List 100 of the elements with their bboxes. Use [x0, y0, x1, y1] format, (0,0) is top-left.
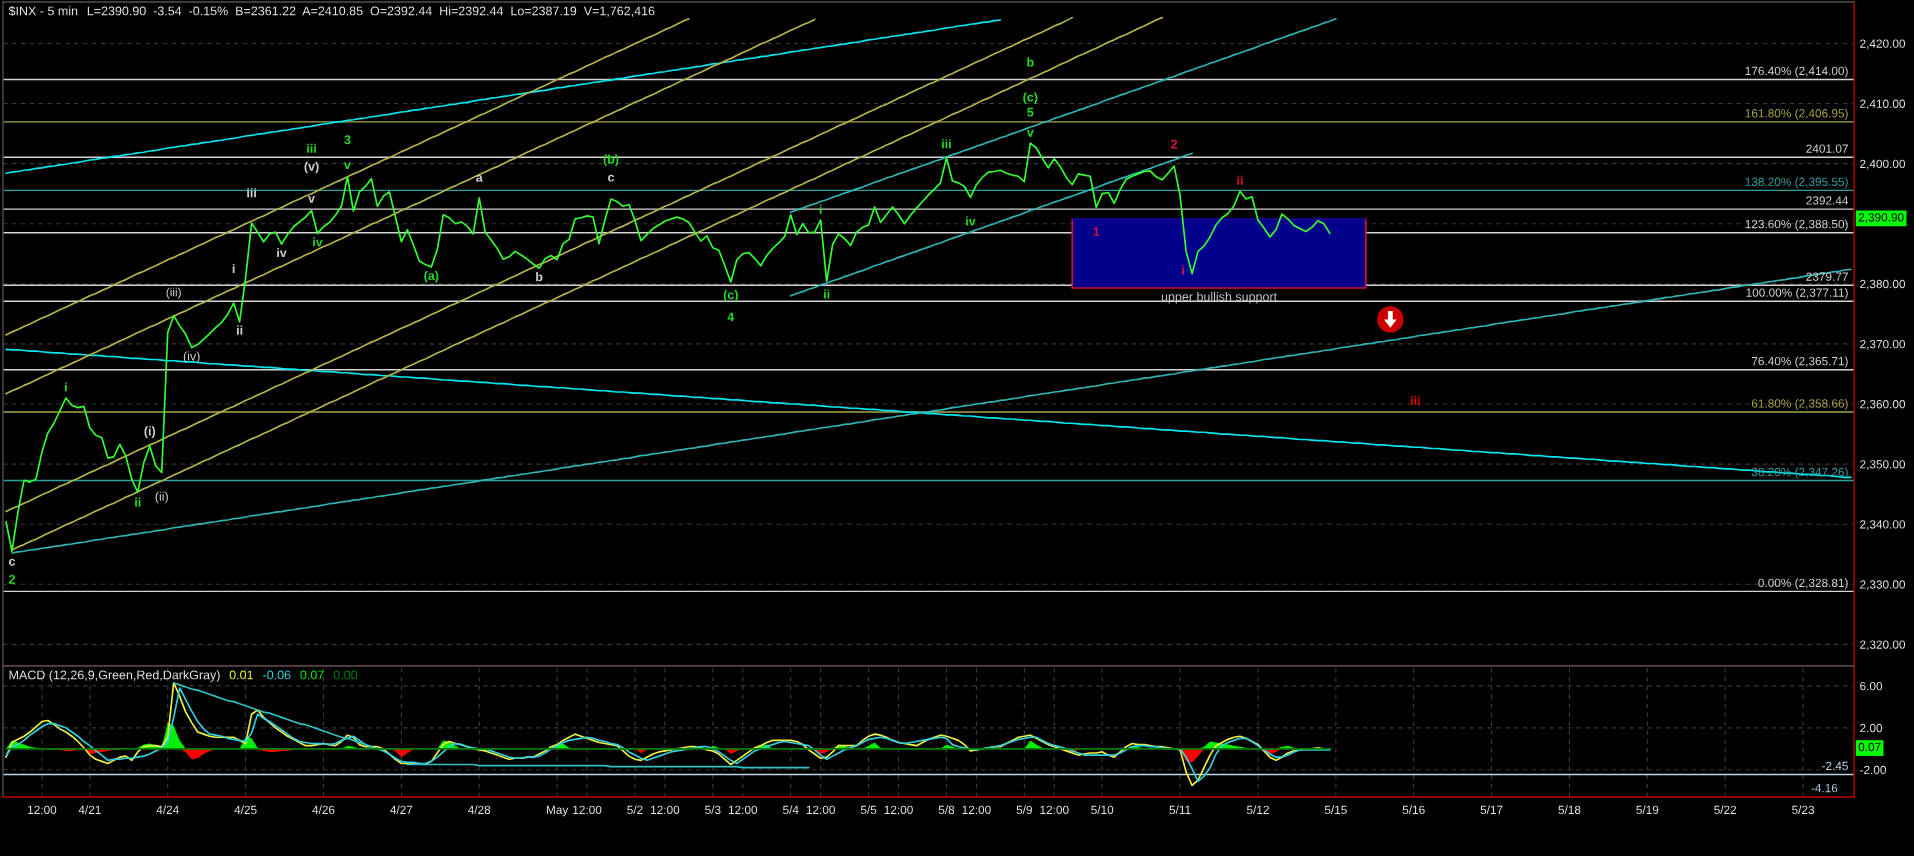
- annotation: -4.16: [1811, 783, 1838, 793]
- text: 0.01: [229, 670, 253, 680]
- annotation: v: [1026, 130, 1034, 137]
- ref-line-label: 161.80% (2,406.95): [1745, 108, 1848, 120]
- annotation: 0.07: [1858, 742, 1881, 752]
- x-tick-label: 5/18: [1558, 805, 1581, 814]
- x-tick-label: May: [546, 805, 569, 817]
- annotation: c: [9, 558, 16, 566]
- annotation: a: [476, 174, 483, 182]
- annotation: v: [308, 196, 315, 203]
- x-tick-label: 12:00: [651, 805, 680, 814]
- chart-subtitle: L=2390.90 -3.54 -0.15% B=2361.22 A=2410.85 O=2392.44 Hi=2392.44 Lo=2387.19 V=1,762,416: [87, 6, 655, 17]
- ref-line-label: 2401.07: [1806, 144, 1848, 153]
- ref-line-label: 0.00% (2,328.81): [1758, 578, 1848, 590]
- y-tick-label: 2,420.00: [1860, 39, 1906, 50]
- text: 0.07: [300, 670, 324, 680]
- annotation: (a): [424, 270, 439, 283]
- ref-line-label: 123.60% (2,388.50): [1745, 219, 1848, 231]
- x-tick-label: 5/19: [1636, 805, 1659, 814]
- annotation: iii: [307, 143, 316, 153]
- x-tick-label: 12:00: [1040, 805, 1069, 814]
- annotation: ii: [824, 289, 830, 299]
- x-tick-label: 5/9: [1016, 805, 1032, 814]
- ref-line-label: 138.20% (2,395.55): [1745, 177, 1848, 189]
- x-tick-label: 5/12: [1246, 805, 1269, 814]
- annotation: 5: [1027, 107, 1034, 117]
- ref-line-label: 2379.77: [1806, 272, 1848, 281]
- annotation: 1: [1093, 227, 1100, 236]
- annotation: c: [608, 174, 615, 182]
- y-tick-label: 2,330.00: [1860, 580, 1906, 591]
- x-tick-label: 12:00: [806, 805, 835, 814]
- annotation: ii: [135, 497, 141, 507]
- annotation: i: [65, 382, 67, 392]
- annotation: b: [536, 272, 543, 282]
- x-tick-label: 5/15: [1324, 805, 1347, 814]
- annotation: (iv): [183, 351, 200, 364]
- x-tick-label: 5/17: [1480, 805, 1503, 814]
- x-tick-label: 5/8: [938, 805, 955, 814]
- chart-title: $INX - 5 min: [8, 5, 78, 17]
- text: 2,390.90: [1858, 213, 1904, 223]
- annotation: 2: [8, 574, 15, 584]
- x-tick-label: 12:00: [573, 805, 602, 814]
- x-tick-label: 5/23: [1792, 805, 1815, 814]
- y-tick-label: 2,380.00: [1860, 279, 1906, 290]
- x-tick-label: 5/10: [1091, 805, 1114, 814]
- text: 0.00: [333, 670, 358, 680]
- ref-line-label: 76.40% (2,365.71): [1751, 356, 1848, 368]
- annotation: (i): [144, 426, 156, 439]
- x-tick-label: 4/27: [390, 805, 413, 814]
- annotation: 2: [1171, 139, 1178, 149]
- x-tick-label: 5/11: [1169, 805, 1191, 814]
- x-tick-label: 12:00: [962, 805, 991, 814]
- annotation: iv: [313, 237, 323, 247]
- x-tick-label: 4/21: [78, 805, 101, 814]
- y-tick-label: 2,400.00: [1860, 159, 1906, 170]
- annotation: ii: [1237, 175, 1243, 185]
- text: -0.06: [263, 670, 291, 680]
- x-tick-label: 12:00: [28, 805, 57, 814]
- y-tick-label: 6.00: [1860, 681, 1883, 691]
- annotation: v: [344, 162, 351, 169]
- annotation: ii: [237, 325, 243, 335]
- x-tick-label: 5/3: [705, 805, 721, 814]
- ref-line-label: 100.00% (2,377.11): [1746, 288, 1848, 300]
- annotation: 4: [727, 312, 735, 322]
- annotation: iii: [1410, 395, 1420, 405]
- x-tick-label: 12:00: [884, 805, 913, 814]
- x-tick-label: 4/28: [468, 805, 491, 814]
- y-tick-label: 2,350.00: [1860, 460, 1906, 470]
- annotation: i: [1182, 265, 1184, 275]
- y-tick-label: 2,360.00: [1860, 400, 1906, 410]
- y-tick-label: 2.00: [1860, 723, 1883, 733]
- x-tick-label: 12:00: [728, 805, 758, 814]
- x-tick-label: 5/16: [1402, 805, 1425, 814]
- annotation: iv: [966, 216, 976, 226]
- annotation: (iii): [166, 287, 181, 299]
- annotation: (ii): [155, 491, 168, 504]
- x-tick-label: 5/2: [627, 805, 643, 814]
- annotation: iii: [942, 139, 951, 149]
- chart-title: MACD (12,26,9,Green,Red,DarkGray): [9, 670, 220, 682]
- x-tick-label: 4/25: [234, 805, 257, 814]
- annotation: (c): [723, 290, 738, 302]
- ref-line-label: 176.40% (2,414.00): [1745, 66, 1848, 78]
- x-tick-label: 4/26: [312, 805, 335, 814]
- annotation: b: [1027, 57, 1034, 67]
- x-tick-label: 5/22: [1714, 805, 1737, 814]
- annotation: i: [232, 263, 235, 273]
- y-tick-label: 2,320.00: [1860, 640, 1906, 651]
- y-tick-label: -2.00: [1860, 765, 1886, 775]
- x-tick-label: 5/5: [860, 805, 877, 814]
- ref-line-label: 2392.44: [1806, 196, 1849, 205]
- y-tick-label: 2,340.00: [1860, 520, 1906, 530]
- annotation: 3: [344, 135, 351, 145]
- annotation: iv: [277, 248, 287, 258]
- annotation: (c): [1023, 92, 1038, 105]
- y-tick-label: 2,370.00: [1860, 339, 1906, 350]
- annotation: i: [819, 204, 822, 214]
- annotation: (v): [304, 161, 319, 174]
- ref-line-label: -2.45: [1822, 761, 1848, 771]
- ref-line-label: 61.80% (2,358.66): [1751, 398, 1848, 410]
- x-tick-label: 5/4: [782, 805, 799, 814]
